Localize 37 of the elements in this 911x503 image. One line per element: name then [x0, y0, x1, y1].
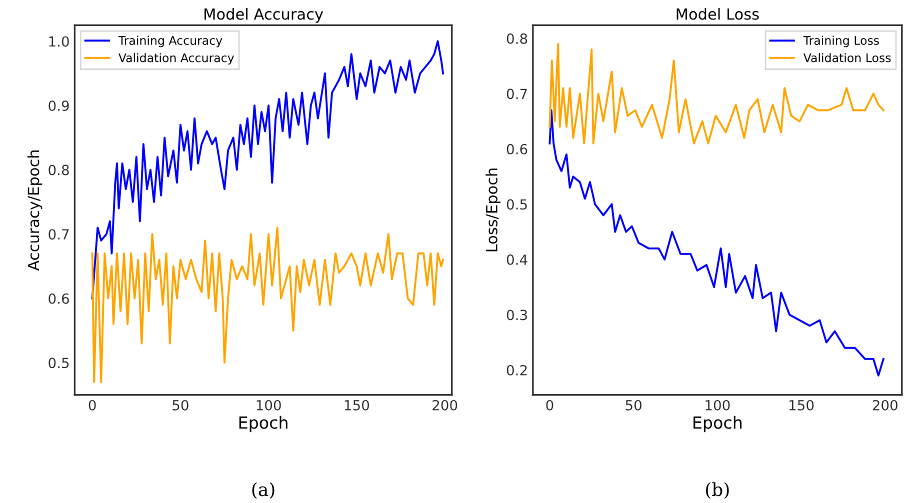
y-tick-label: 0.8 — [48, 164, 69, 176]
x-tick-label: 200 — [872, 400, 898, 410]
y-axis-title: Loss/Epoch — [486, 168, 500, 252]
y-tick-label: 0.6 — [506, 144, 528, 154]
legend-label: Validation Loss — [803, 53, 891, 62]
y-tick-label: 0.2 — [506, 364, 527, 376]
x-axis-title: Epoch — [239, 416, 288, 432]
y-tick-label: 0.5 — [48, 358, 69, 368]
x-tick-label: 200 — [432, 400, 458, 410]
chart-title: Model Loss — [676, 8, 759, 20]
y-tick-label: 1.0 — [49, 36, 69, 47]
x-tick-label: 50 — [626, 400, 642, 410]
y-tick-label: 0.4 — [506, 254, 528, 265]
x-tick-label: 0 — [88, 400, 96, 410]
x-tick-label: 100 — [706, 400, 730, 410]
x-tick-label: 150 — [790, 400, 814, 410]
y-tick-label: 0.8 — [506, 33, 528, 44]
text: (a) — [252, 482, 274, 499]
y-tick-label: 0.7 — [48, 229, 69, 240]
x-tick-label: 0 — [546, 400, 554, 410]
y-tick-label: 0.9 — [48, 100, 69, 111]
y-tick-label: 0.3 — [506, 310, 527, 320]
legend-label: Validation Accuracy — [118, 53, 234, 65]
line-series — [91, 226, 444, 383]
y-tick-label: 0.6 — [48, 293, 69, 304]
legend-label: Training Accuracy — [118, 36, 222, 48]
x-tick-label: 100 — [256, 400, 281, 410]
x-axis-title: Epoch — [694, 416, 742, 432]
line-series — [548, 109, 884, 376]
text: (b) — [706, 482, 729, 499]
y-tick-label: 0.5 — [506, 199, 527, 210]
x-tick-label: 150 — [344, 400, 370, 410]
chart-title: Model Accuracy — [204, 8, 324, 23]
x-tick-label: 50 — [172, 400, 188, 410]
y-axis-title: Accuracy/Epoch — [27, 150, 42, 271]
y-tick-label: 0.7 — [506, 88, 527, 100]
legend-label: Training Loss — [803, 36, 879, 48]
